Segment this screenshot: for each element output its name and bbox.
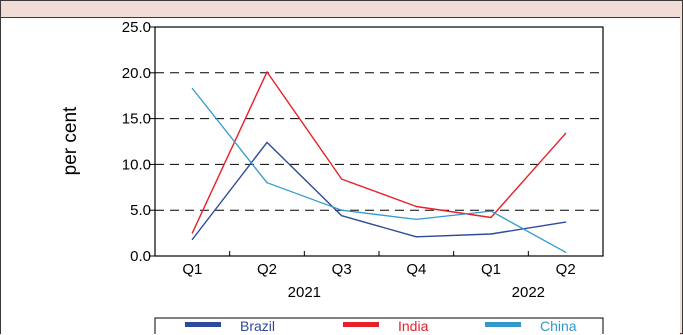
x-tick-label: Q3 <box>332 261 352 278</box>
y-tick-label: 5.0 <box>130 202 151 219</box>
y-axis: 0.0 5.0 10.0 15.0 20.0 25.0 <box>122 19 155 265</box>
y-tick-label: 10.0 <box>122 156 151 173</box>
y-axis-label: per cent <box>60 106 81 175</box>
x-tick-label: Q1 <box>481 261 501 278</box>
y-tick-label: 25.0 <box>122 19 151 36</box>
data-point <box>415 218 417 220</box>
data-point <box>490 210 492 212</box>
series-line-india <box>191 71 567 234</box>
data-point <box>565 132 567 134</box>
gridlines <box>155 72 603 211</box>
data-point <box>415 236 417 238</box>
data-point <box>341 209 343 211</box>
data-point <box>266 71 268 73</box>
series-line-china <box>191 87 567 253</box>
data-point <box>565 251 567 253</box>
y-tick-label: 20.0 <box>122 65 151 82</box>
data-point <box>191 232 193 234</box>
data-point <box>266 141 268 144</box>
data-point <box>341 215 343 217</box>
plot-area <box>154 26 604 257</box>
legend-label-brazil: Brazil <box>240 318 275 334</box>
data-point <box>490 233 492 235</box>
data-point <box>191 87 193 89</box>
series-lines <box>191 71 567 253</box>
x-axis: Q1 Q2 Q3 Q4 Q1 Q2 2021 2022 <box>182 251 576 301</box>
legend-swatch-brazil <box>185 322 221 327</box>
series-line-brazil <box>191 141 566 240</box>
legend-label-india: India <box>398 318 429 334</box>
legend-swatch-china <box>485 322 521 327</box>
x-tick-label: Q2 <box>257 261 277 278</box>
data-point <box>415 205 417 208</box>
data-point <box>266 182 268 184</box>
y-tick-label: 0.0 <box>130 248 151 265</box>
x-year-label: 2022 <box>512 284 545 301</box>
legend-swatch-india <box>343 322 379 327</box>
legend-label-china: China <box>540 318 577 334</box>
data-point <box>565 221 567 223</box>
legend-entries: Brazil India China <box>185 318 577 334</box>
data-point <box>490 216 492 219</box>
chart-panel <box>1 17 680 335</box>
x-tick-label: Q2 <box>556 261 576 278</box>
x-year-label: 2021 <box>288 284 321 301</box>
data-point <box>191 238 193 241</box>
x-tick-label: Q1 <box>182 261 202 278</box>
y-tick-label: 15.0 <box>122 111 151 128</box>
x-tick-label: Q4 <box>406 261 426 278</box>
data-point <box>341 178 343 180</box>
